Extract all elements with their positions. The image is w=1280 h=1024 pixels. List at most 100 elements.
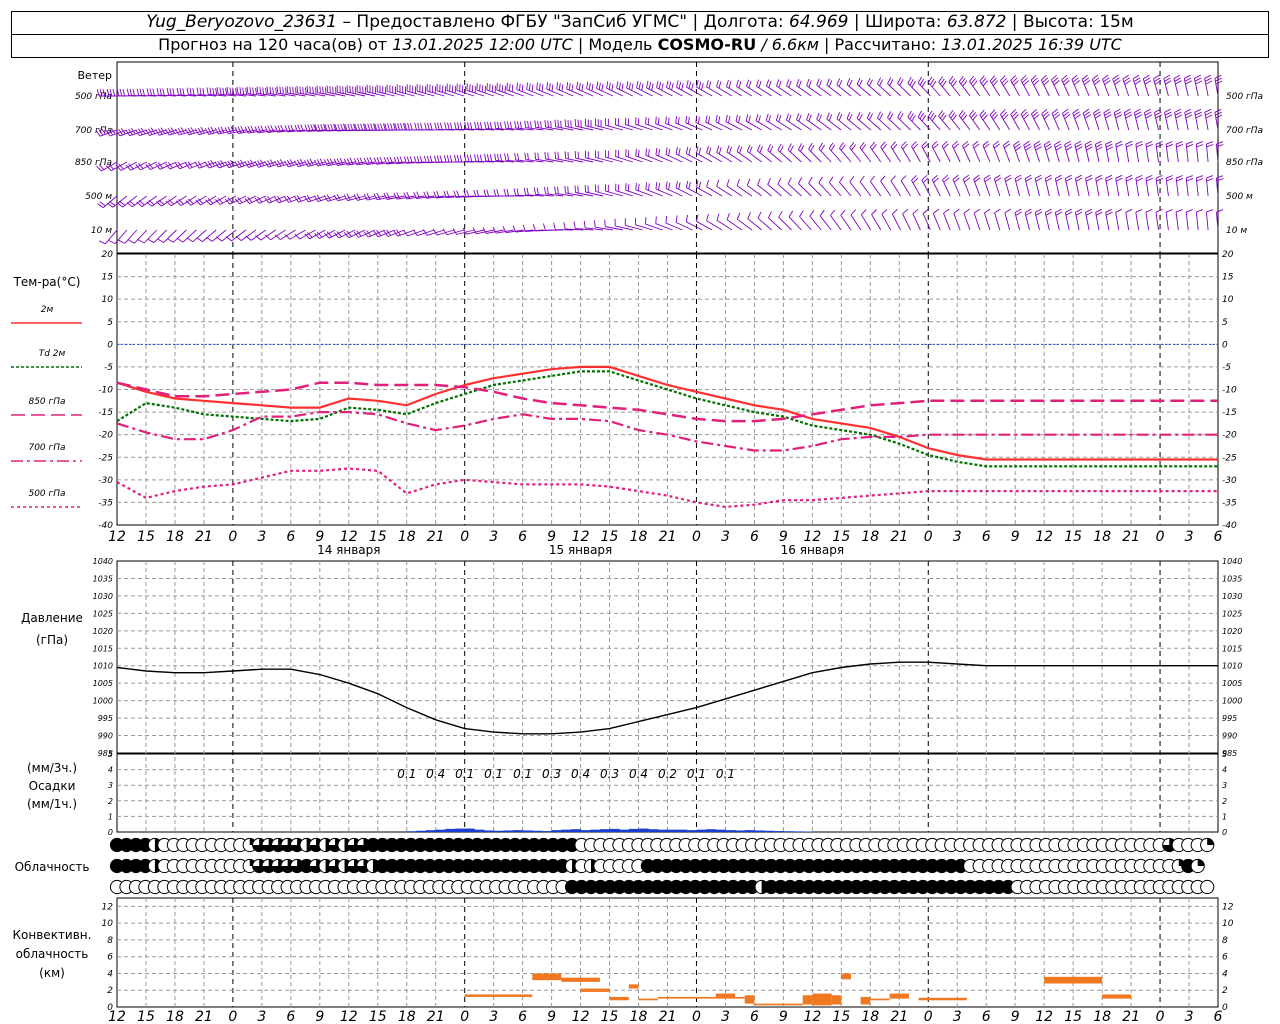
wind-barb: [1044, 174, 1053, 197]
y-tick-label-left: 995: [98, 714, 113, 723]
wind-barb: [665, 215, 683, 231]
wind-barb: [938, 110, 951, 131]
precip-bar: [773, 831, 784, 832]
wind-barb: [264, 195, 286, 204]
wind-barb: [979, 109, 991, 131]
conv-bar: [1044, 976, 1103, 984]
wind-barb: [157, 229, 177, 243]
wind-barb: [504, 121, 524, 131]
wind-barb: [948, 110, 961, 131]
wind-barb: [1014, 208, 1023, 231]
wind-barb: [695, 214, 713, 231]
wind-barb: [992, 140, 1001, 163]
y-tick-label-left: 985: [98, 749, 113, 758]
wind-barb: [849, 142, 862, 163]
wind-barb: [726, 145, 743, 163]
x-tick-label: 21: [659, 529, 677, 545]
wind-barb: [504, 153, 524, 163]
wind-barb: [265, 229, 286, 241]
wind-barb: [1071, 74, 1080, 97]
wind-barb: [615, 149, 633, 163]
wind-barb: [747, 212, 762, 231]
precip-bar: [416, 830, 427, 832]
wind-barb: [736, 178, 753, 197]
wind-level-label-right: 850 гПа: [1226, 158, 1263, 168]
wind-barb: [443, 190, 465, 199]
y-tick-label-right: 20: [1222, 250, 1234, 260]
precip-bar: [628, 828, 640, 832]
wind-barb: [891, 208, 901, 231]
y-tick-label-left: 0: [108, 828, 113, 837]
wind-barb: [1125, 140, 1133, 163]
wind-barb: [1010, 109, 1020, 131]
y-tick-label-right: 1025: [1222, 609, 1242, 618]
y-tick-label-left: 1000: [93, 697, 113, 706]
wind-barb: [1095, 208, 1103, 231]
wind-barb: [921, 141, 931, 163]
wind-barb: [255, 229, 276, 241]
y-tick-label-right: -15: [1222, 408, 1237, 418]
wind-barb: [826, 112, 842, 131]
precip-axis-title: Осадки: [29, 779, 76, 793]
y-tick-label-right: 4: [1222, 969, 1228, 979]
wind-barb: [496, 82, 514, 97]
wind-barb: [446, 83, 465, 97]
wind-barb: [234, 195, 257, 205]
wind-barb: [897, 111, 911, 131]
wind-barb: [1165, 175, 1174, 197]
wind-barb: [1205, 141, 1214, 163]
wind-barb: [958, 109, 971, 131]
wind-barb: [877, 111, 892, 131]
x-tick-label: 9: [1011, 1009, 1020, 1024]
x-tick-label: 3: [953, 1009, 962, 1024]
conv-bar: [841, 973, 851, 980]
wind-barb: [206, 87, 227, 97]
wind-barb: [828, 142, 842, 163]
y-tick-label-right: 3: [1222, 781, 1227, 790]
wind-barb: [524, 152, 544, 163]
wind-barb: [846, 78, 862, 97]
wind-barb: [645, 182, 663, 197]
wind-barb: [625, 117, 643, 131]
y-tick-label-left: 5: [108, 750, 113, 759]
wind-barb: [850, 209, 862, 231]
precip-bar: [532, 830, 543, 832]
wind-barb: [454, 122, 475, 131]
y-tick-label-right: 1040: [1222, 557, 1242, 566]
wind-barb: [777, 143, 792, 163]
wind-barb: [836, 112, 852, 131]
precip-bar: [522, 830, 533, 832]
wind-barb: [606, 81, 624, 97]
wind-barb: [1081, 74, 1091, 97]
wind-barb: [373, 229, 395, 238]
precip-bar: [744, 830, 755, 832]
x-tick-label: 9: [779, 529, 788, 545]
wind-barb: [1153, 108, 1163, 131]
wind-barb: [166, 88, 187, 97]
x-tick-label: 21: [427, 529, 445, 545]
wind-barb: [1132, 74, 1142, 97]
precip-unit-1h: (мм/1ч.): [27, 797, 77, 811]
precip-bar: [609, 828, 620, 832]
x-tick-label: 21: [1122, 529, 1140, 545]
wind-barb: [433, 155, 455, 163]
wind-barb: [513, 188, 534, 197]
x-tick-label: 0: [228, 1009, 237, 1024]
x-tick-label: 21: [890, 529, 908, 545]
wind-barb: [635, 117, 653, 131]
precip-bar: [484, 830, 495, 832]
wind-barb: [757, 211, 772, 231]
x-tick-label: 0: [692, 529, 701, 545]
wind-barb: [396, 84, 415, 97]
precip-bar: [551, 830, 562, 832]
precip-bar: [677, 829, 688, 832]
wind-barb: [1091, 74, 1101, 97]
wind-barb: [1105, 174, 1113, 197]
wind-barb: [554, 119, 574, 131]
wind-barb: [406, 84, 425, 97]
x-tick-label: 21: [427, 1009, 445, 1024]
wind-barb: [953, 208, 961, 231]
x-tick-label: 21: [1122, 1009, 1140, 1024]
forecast-time: 13.01.2025 12:00 UTC: [392, 35, 573, 54]
wind-barb: [453, 190, 475, 198]
